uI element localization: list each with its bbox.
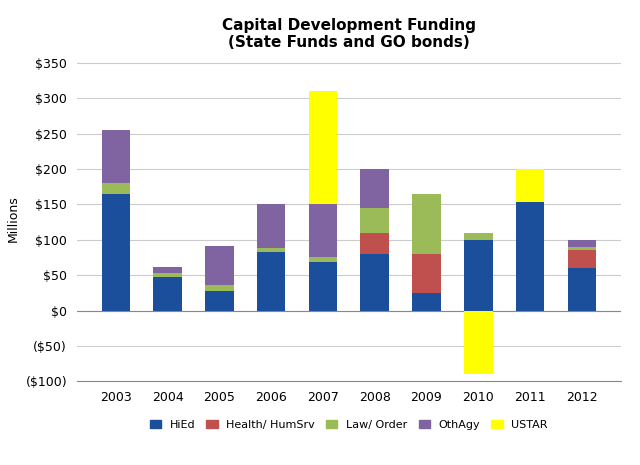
Bar — [154, 277, 182, 311]
Bar — [464, 311, 493, 374]
Bar — [360, 254, 389, 311]
Bar — [360, 169, 389, 208]
Bar — [412, 194, 441, 254]
Bar — [516, 202, 544, 311]
Bar — [308, 205, 337, 257]
Bar — [205, 246, 234, 285]
Bar — [568, 247, 596, 250]
Bar — [412, 293, 441, 311]
Bar — [257, 248, 285, 252]
Bar — [308, 91, 337, 205]
Title: Capital Development Funding
(State Funds and GO bonds): Capital Development Funding (State Funds… — [222, 18, 476, 51]
Bar — [464, 240, 493, 311]
Bar — [154, 273, 182, 277]
Bar — [568, 268, 596, 311]
Bar — [360, 232, 389, 254]
Bar — [205, 291, 234, 311]
Bar — [205, 285, 234, 291]
Bar — [257, 205, 285, 248]
Bar — [102, 183, 130, 194]
Bar — [154, 267, 182, 273]
Bar — [308, 257, 337, 262]
Bar — [102, 194, 130, 311]
Bar — [308, 262, 337, 311]
Y-axis label: Millions: Millions — [7, 195, 20, 242]
Bar — [360, 208, 389, 232]
Bar — [412, 254, 441, 293]
Legend: HiEd, Health/ HumSrv, Law/ Order, OthAgy, USTAR: HiEd, Health/ HumSrv, Law/ Order, OthAgy… — [145, 415, 552, 434]
Bar — [568, 250, 596, 268]
Bar — [516, 169, 544, 202]
Bar — [257, 252, 285, 311]
Bar — [568, 240, 596, 247]
Bar — [464, 232, 493, 240]
Bar — [102, 130, 130, 183]
